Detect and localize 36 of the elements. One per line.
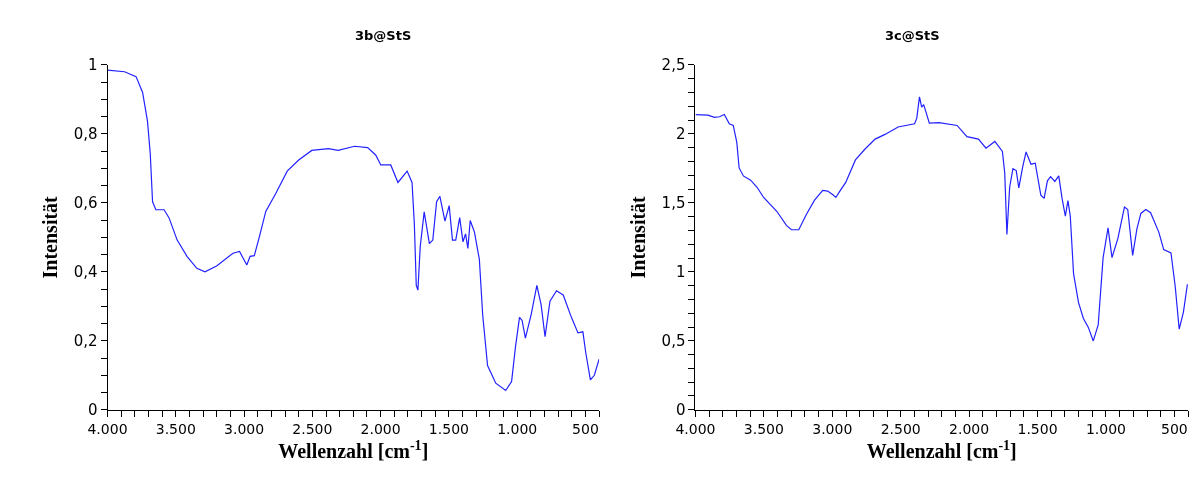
x-tick-label: 1.500	[1017, 420, 1058, 437]
y-tick-label: 2,5	[661, 56, 686, 75]
chart-title: 3b@StS	[355, 28, 412, 43]
x-tick-label: 2.500	[292, 420, 333, 437]
x-tick-label: 3.000	[812, 420, 853, 437]
x-tick-label: 4.000	[87, 420, 128, 437]
y-tick-label: 0,5	[661, 332, 686, 351]
x-tick-label: 3.500	[155, 420, 196, 437]
y-tick-label: 1	[675, 263, 686, 282]
y-tick-label: 0	[87, 401, 98, 420]
y-tick-label: 0,4	[73, 263, 98, 282]
y-tick-label: 0,8	[73, 125, 98, 144]
x-axis-title: Wellenzahl [cm$^{-1}$]	[278, 437, 429, 463]
chart-title: 3c@StS	[885, 28, 940, 43]
y-tick-label: 0	[675, 401, 686, 420]
y-axis-title: Intensität	[627, 195, 650, 279]
x-tick-label: 1.000	[497, 420, 538, 437]
x-tick-label: 3.500	[743, 420, 784, 437]
x-tick-label: 3.000	[224, 420, 265, 437]
y-tick-label: 1,5	[661, 194, 686, 213]
x-tick-label: 1.500	[428, 420, 469, 437]
x-tick-label: 2.500	[880, 420, 921, 437]
y-axis-title: Intensität	[39, 195, 62, 279]
y-tick-label: 0,2	[73, 332, 98, 351]
x-tick-label: 500	[1161, 420, 1188, 437]
x-tick-label: 4.000	[675, 420, 716, 437]
y-tick-label: 2	[675, 125, 686, 144]
line-series	[695, 96, 1188, 342]
x-tick-label: 500	[572, 420, 599, 437]
x-axis-title: Wellenzahl [cm$^{-1}$]	[866, 437, 1017, 463]
x-tick-label: 2.000	[360, 420, 401, 437]
y-tick-label: 0,6	[73, 194, 98, 213]
x-tick-label: 1.000	[1085, 420, 1127, 437]
line-series	[107, 69, 600, 392]
x-tick-label: 2.000	[949, 420, 990, 437]
y-tick-label: 1	[87, 56, 98, 75]
